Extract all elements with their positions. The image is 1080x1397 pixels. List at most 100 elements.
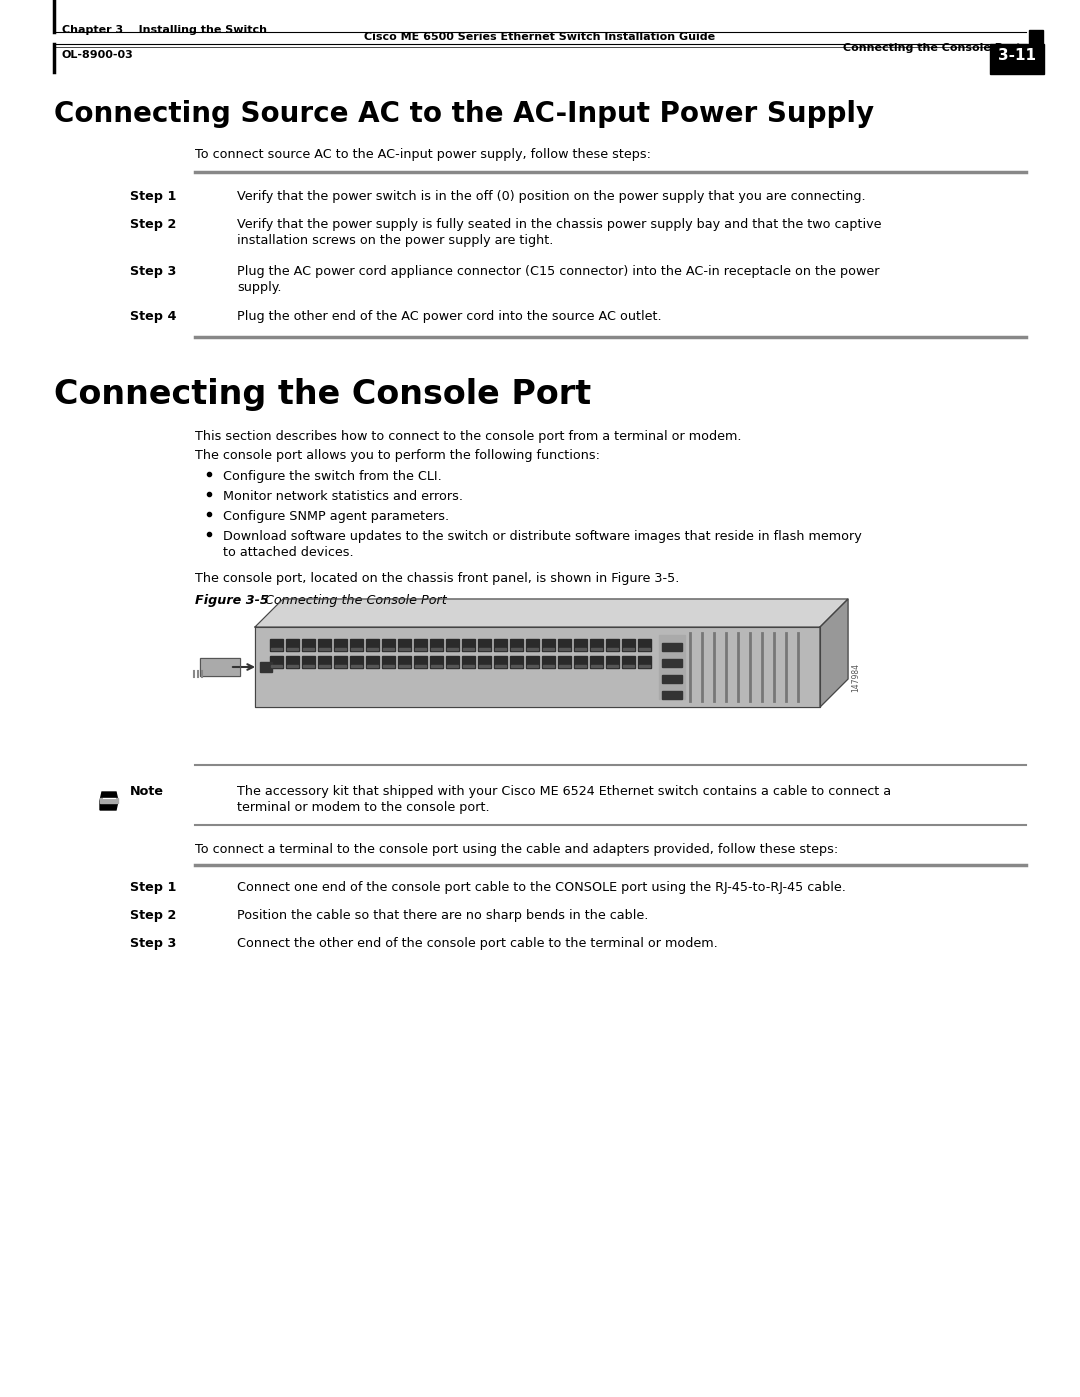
Text: Configure the switch from the CLI.: Configure the switch from the CLI. [222,469,442,483]
Text: Verify that the power switch is in the off (0) position on the power supply that: Verify that the power switch is in the o… [237,190,866,203]
Bar [662,675,681,683]
Bar [334,638,347,651]
Bar [990,43,1044,74]
Bar [494,638,507,651]
Bar [575,665,586,666]
Text: The console port allows you to perform the following functions:: The console port allows you to perform t… [195,448,600,462]
Bar [200,658,240,676]
Bar [543,648,554,650]
Text: Position the cable so that there are no sharp bends in the cable.: Position the cable so that there are no … [237,909,648,922]
Text: Connecting the Console Port: Connecting the Console Port [54,379,591,411]
Text: Configure SNMP agent parameters.: Configure SNMP agent parameters. [222,510,449,522]
Text: To connect a terminal to the console port using the cable and adapters provided,: To connect a terminal to the console por… [195,842,838,856]
Bar [200,658,240,676]
Bar [462,657,475,668]
Text: Step 3: Step 3 [130,937,176,950]
Bar [350,657,363,668]
Bar [318,638,330,651]
Bar [431,648,442,650]
Bar [478,638,491,651]
Text: To connect source AC to the AC-input power supply, follow these steps:: To connect source AC to the AC-input pow… [195,148,651,161]
Bar [606,638,619,651]
Text: Connect the other end of the console port cable to the terminal or modem.: Connect the other end of the console por… [237,937,718,950]
Bar [559,665,570,666]
Bar [366,638,379,651]
Bar [335,665,346,666]
Bar [606,657,619,668]
Bar [334,657,347,668]
Bar [573,657,588,668]
Bar [319,665,330,666]
Bar [659,636,685,698]
Bar [510,657,523,668]
Bar [270,638,283,651]
Bar [542,638,555,651]
Text: Cisco ME 6500 Series Ethernet Switch Installation Guide: Cisco ME 6500 Series Ethernet Switch Ins… [364,32,716,42]
Bar [318,657,330,668]
Bar [623,665,634,666]
Bar [399,648,410,650]
Text: installation screws on the power supply are tight.: installation screws on the power supply … [237,235,553,247]
Bar [287,648,298,650]
Bar [447,665,458,666]
Bar [542,657,555,668]
Text: supply.: supply. [237,281,282,293]
Bar [446,638,459,651]
Bar [526,638,539,651]
Bar [287,665,298,666]
Polygon shape [255,599,848,627]
Text: Connecting Source AC to the AC-Input Power Supply: Connecting Source AC to the AC-Input Pow… [54,101,874,129]
Text: Connecting the Console Port: Connecting the Console Port [842,43,1021,53]
Bar [511,648,522,650]
Bar [399,638,411,651]
Bar [383,665,394,666]
Bar [415,648,426,650]
Bar [430,657,443,668]
Bar [463,665,474,666]
Bar [430,638,443,651]
Bar [526,657,539,668]
Bar [558,657,571,668]
Bar [638,638,651,651]
Bar [511,665,522,666]
Text: terminal or modem to the console port.: terminal or modem to the console port. [237,800,489,814]
Text: Step 3: Step 3 [130,265,176,278]
Text: The console port, located on the chassis front panel, is shown in Figure 3-5.: The console port, located on the chassis… [195,571,679,585]
Text: Monitor network statistics and errors.: Monitor network statistics and errors. [222,490,463,503]
Text: Step 1: Step 1 [130,190,176,203]
Text: Connect one end of the console port cable to the CONSOLE port using the RJ-45-to: Connect one end of the console port cabl… [237,882,846,894]
Bar [271,648,282,650]
Text: to attached devices.: to attached devices. [222,546,353,559]
Bar [623,648,634,650]
Bar [414,638,427,651]
Bar [494,657,507,668]
Text: Download software updates to the switch or distribute software images that resid: Download software updates to the switch … [222,529,862,543]
Text: This section describes how to connect to the console port from a terminal or mod: This section describes how to connect to… [195,430,742,443]
Bar [591,665,602,666]
Bar [382,657,395,668]
Bar [558,638,571,651]
Bar [607,648,618,650]
Bar [302,638,315,651]
Text: Step 1: Step 1 [130,882,176,894]
Bar [270,657,283,668]
Text: Chapter 3    Installing the Switch: Chapter 3 Installing the Switch [62,25,267,35]
Bar [639,648,650,650]
Bar [638,657,651,668]
Bar [573,638,588,651]
Bar [367,665,378,666]
Bar [527,665,538,666]
Bar [367,648,378,650]
Bar [559,648,570,650]
Bar [590,638,603,651]
Bar [662,692,681,698]
Bar [478,657,491,668]
Bar [414,657,427,668]
Text: Step 4: Step 4 [130,310,176,323]
Bar [495,648,507,650]
Bar [286,638,299,651]
Text: Verify that the power supply is fully seated in the chassis power supply bay and: Verify that the power supply is fully se… [237,218,881,231]
Bar [447,648,458,650]
Bar [446,657,459,668]
Bar [366,657,379,668]
